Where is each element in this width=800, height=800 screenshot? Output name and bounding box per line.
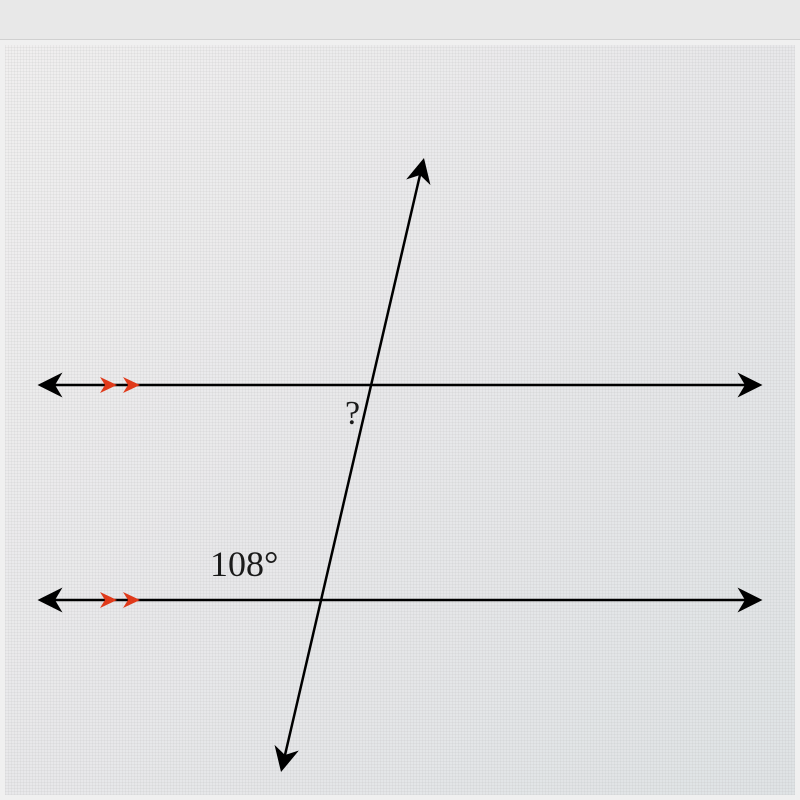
transversal-line (285, 175, 420, 755)
geometry-diagram (5, 45, 795, 795)
given-angle-label: 108° (210, 543, 278, 585)
diagram-canvas: ? 108° (5, 45, 795, 795)
window-top-bar (0, 0, 800, 40)
unknown-angle-label: ? (345, 395, 360, 433)
